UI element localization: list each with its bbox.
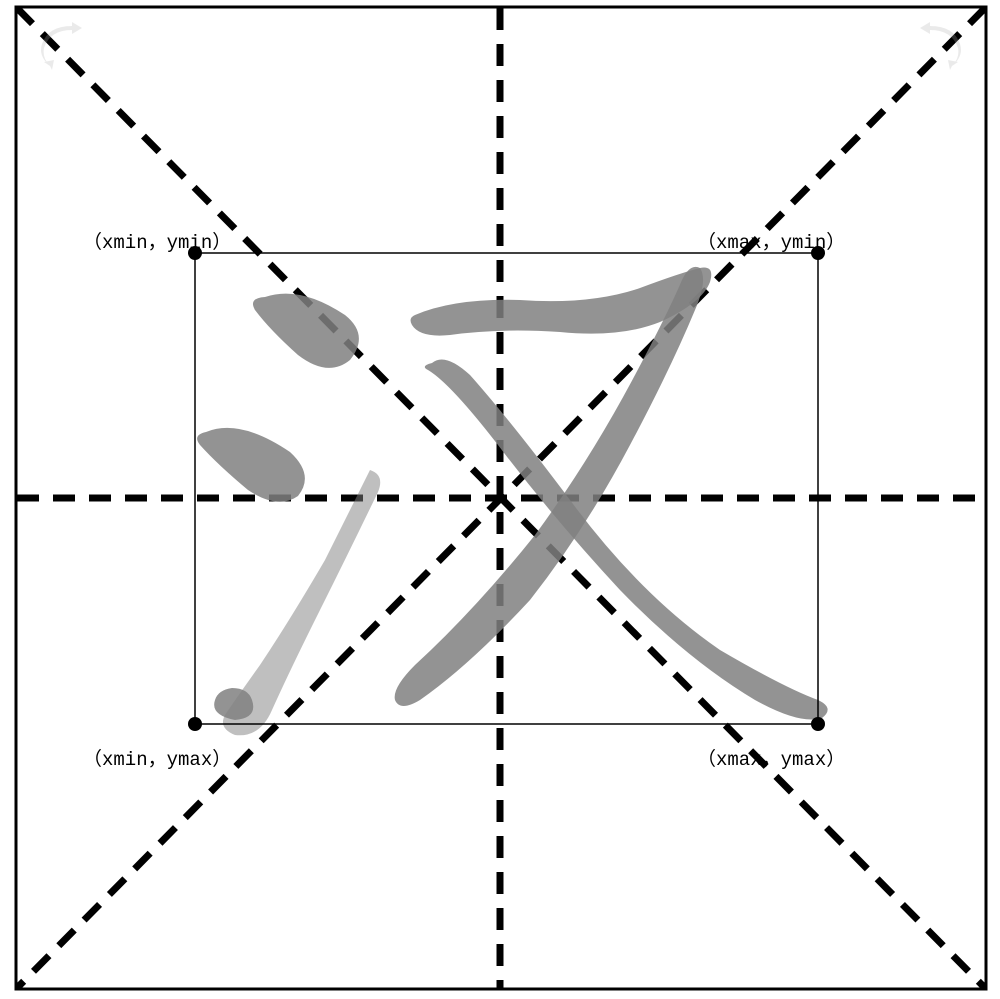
redo-icon[interactable] <box>912 18 972 78</box>
undo-icon[interactable] <box>30 18 90 78</box>
diagram-canvas <box>0 0 1000 999</box>
label-xmin-ymin: （xmin，ymin） <box>83 227 231 254</box>
label-xmax-ymin: （xmax，ymin） <box>697 227 845 254</box>
bbox-corner-bl <box>188 717 202 731</box>
label-xmax-ymax: （xmax，ymax） <box>697 744 845 771</box>
character-han <box>197 267 828 735</box>
label-xmin-ymax: （xmin，ymax） <box>83 744 231 771</box>
bbox-corner-br <box>811 717 825 731</box>
